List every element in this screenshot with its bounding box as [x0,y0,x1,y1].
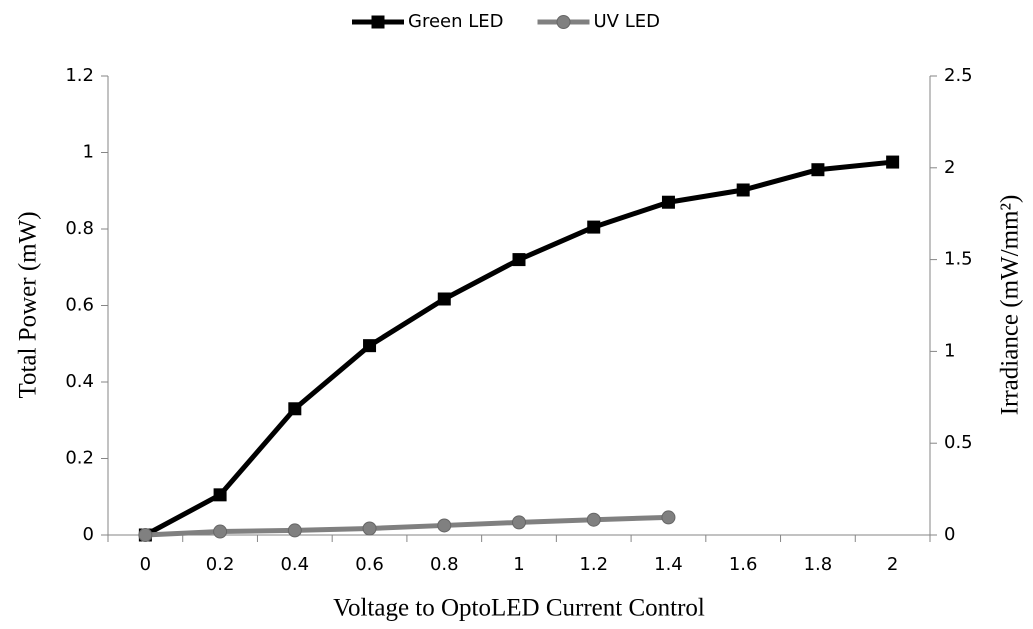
x-tick-label: 0.2 [206,554,235,575]
y-axis-title: Total Power (mW) [15,211,42,398]
y-tick-label: 0.8 [65,218,94,239]
legend-label: UV LED [594,11,660,32]
y-tick-label: 1 [83,142,94,163]
x-tick-label: 1 [513,554,524,575]
marker [362,521,377,536]
y-tick-label: 0.6 [65,295,94,316]
marker [736,183,750,197]
y2-tick-label: 1 [944,340,955,361]
y2-tick-label: 0.5 [944,432,973,453]
x-tick-label: 0 [140,554,151,575]
y2-tick-label: 0 [944,524,955,545]
legend-label: Green LED [408,11,504,32]
marker [512,515,526,530]
marker [437,518,452,533]
y-tick-label: 0.2 [65,448,94,469]
legend-marker [371,15,385,29]
y-tick-label: 0 [83,524,94,545]
x-tick-label: 0.8 [430,554,459,575]
marker [288,402,302,416]
x-tick-label: 1.8 [804,554,833,575]
series-line [145,514,669,538]
x-tick-label: 1.2 [579,554,608,575]
x-tick-label: 2 [887,554,898,575]
x-tick-label: 1.4 [654,554,683,575]
marker [512,253,526,267]
y-tick-label: 1.2 [65,65,94,86]
marker [886,155,900,169]
series-line [144,159,893,538]
legend-marker [556,15,571,29]
y2-axis-title: Irradiance (mW/mm²) [997,195,1024,416]
marker [587,220,601,234]
x-tick-label: 0.6 [355,554,384,575]
marker [661,195,675,209]
y2-tick-label: 2.5 [944,65,973,86]
x-tick-label: 0.4 [280,554,309,575]
x-tick-label: 1.6 [729,554,758,575]
marker [363,339,377,353]
marker [811,163,825,177]
marker [661,510,676,525]
y2-tick-label: 1.5 [944,249,973,270]
marker [586,512,601,527]
marker [287,523,302,538]
marker [437,292,451,306]
y-tick-label: 0.4 [65,371,94,392]
marker [138,528,153,542]
marker [213,488,227,502]
marker [213,524,228,539]
x-axis-title: Voltage to OptoLED Current Control [333,595,705,622]
y2-tick-label: 2 [944,157,955,178]
